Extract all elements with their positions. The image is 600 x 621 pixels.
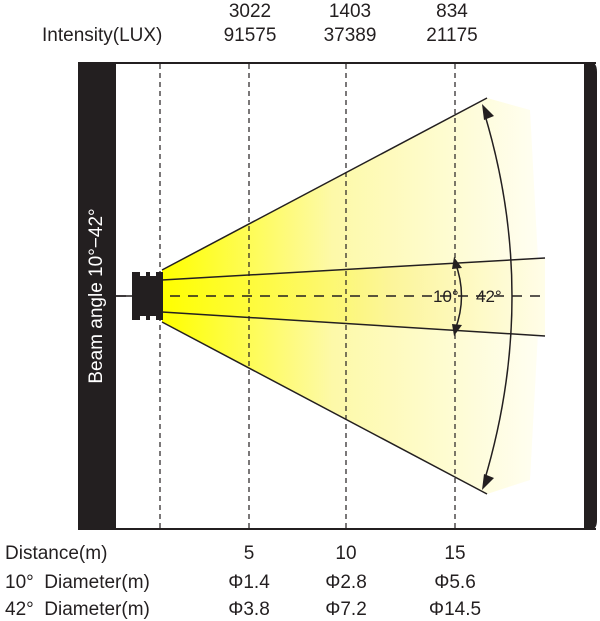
angle-10-label: 10° xyxy=(433,287,459,306)
beam-angle-label: Beam angle 10°−42° xyxy=(86,208,107,384)
arrow-inner-top xyxy=(452,257,462,269)
intensity-10-10m: 1403 xyxy=(328,1,372,22)
distance-10: 10 xyxy=(335,543,357,564)
row10-label: 10° Diameter(m) xyxy=(5,572,150,593)
distance-label: Distance(m) xyxy=(5,543,108,564)
row42-label: 42° Diameter(m) xyxy=(5,599,150,620)
outer-angle-arc xyxy=(483,111,513,483)
distance-5: 5 xyxy=(243,543,255,564)
row10-15m: Φ5.6 xyxy=(434,572,476,593)
distance-15: 15 xyxy=(444,543,466,564)
row10-10m: Φ2.8 xyxy=(325,572,367,593)
arrow-outer-top xyxy=(482,104,494,120)
intensity-42-10m: 37389 xyxy=(323,25,377,46)
row42-15m: Φ14.5 xyxy=(428,599,482,620)
outer-edge-top xyxy=(161,97,488,271)
intensity-label: Intensity(LUX) xyxy=(42,25,163,46)
inner-beam-10 xyxy=(162,258,545,336)
intensity-10-5m: 3022 xyxy=(228,1,272,22)
row42-10m: Φ7.2 xyxy=(325,599,367,620)
intensity-42-5m: 91575 xyxy=(223,25,277,46)
arrow-inner-bottom xyxy=(452,324,462,336)
intensity-42-15m: 21175 xyxy=(426,25,478,46)
row10-5m: Φ1.4 xyxy=(228,572,270,593)
left-bar xyxy=(78,62,116,530)
distance-markers xyxy=(159,64,456,529)
intensity-10-15m: 834 xyxy=(436,1,468,22)
arrow-outer-bottom xyxy=(482,474,494,490)
row42-5m: Φ3.8 xyxy=(228,599,270,620)
lamp-icon xyxy=(132,272,163,320)
inner-edge-bottom xyxy=(161,311,546,337)
outer-edge-bottom xyxy=(161,321,488,495)
angle-42-label: 42° xyxy=(476,287,502,306)
inner-edge-top xyxy=(161,257,546,281)
right-bar xyxy=(584,62,597,530)
